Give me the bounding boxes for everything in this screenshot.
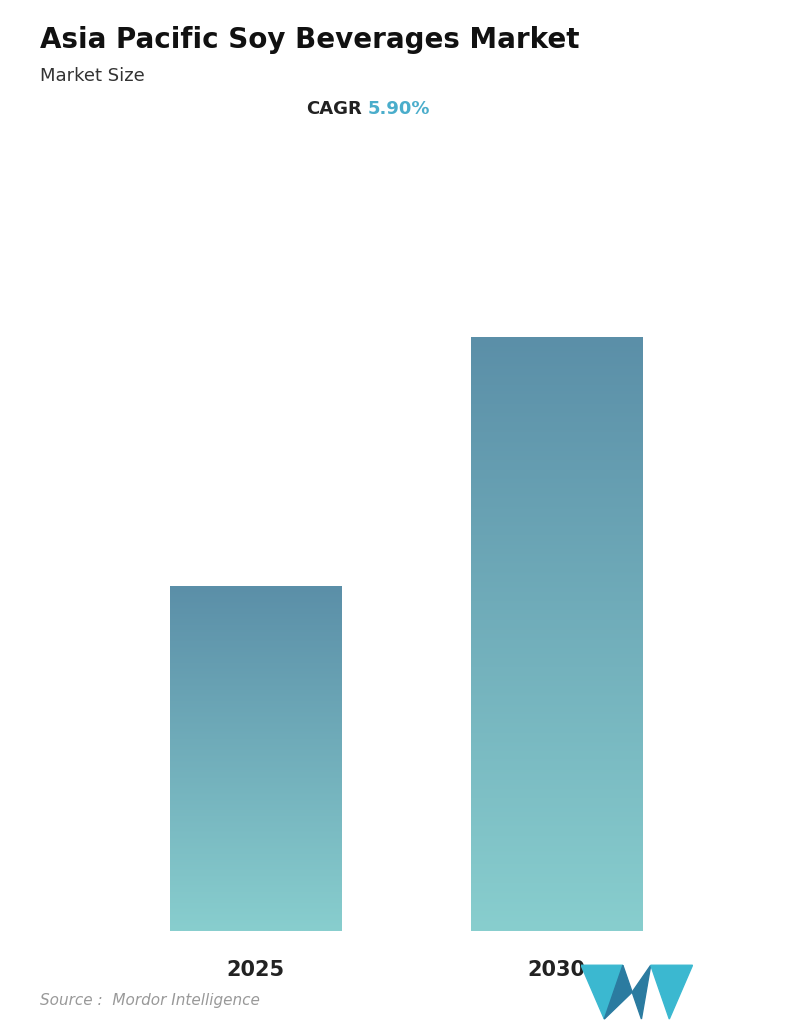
Text: CAGR: CAGR <box>306 99 362 118</box>
Polygon shape <box>651 966 693 1020</box>
Polygon shape <box>604 966 632 1020</box>
Polygon shape <box>581 966 622 1020</box>
Polygon shape <box>632 966 651 1020</box>
Text: 2030: 2030 <box>528 961 586 980</box>
Text: 2025: 2025 <box>226 961 284 980</box>
Text: 5.90%: 5.90% <box>368 99 431 118</box>
Text: Asia Pacific Soy Beverages Market: Asia Pacific Soy Beverages Market <box>40 26 579 54</box>
Text: Market Size: Market Size <box>40 67 145 85</box>
Text: Source :  Mordor Intelligence: Source : Mordor Intelligence <box>40 993 259 1008</box>
